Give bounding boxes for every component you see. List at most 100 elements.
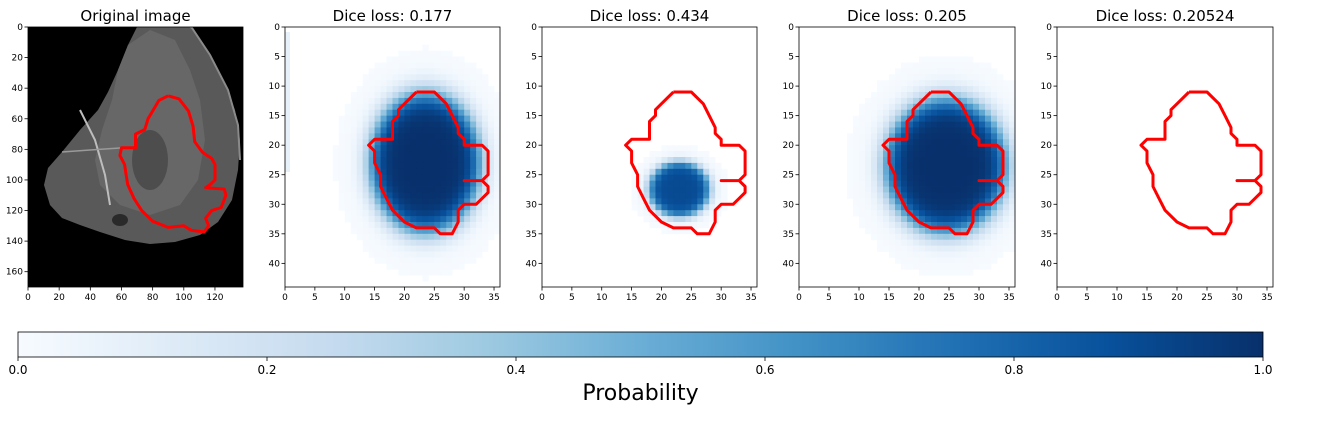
axes-frame	[541, 26, 758, 288]
heatmap-cell	[955, 109, 962, 117]
heatmap-cell	[1003, 103, 1010, 111]
heatmap-cell	[458, 86, 465, 93]
x-tick-label: 15	[1141, 293, 1152, 303]
heatmap-cell	[967, 239, 974, 247]
heatmap-cell	[913, 168, 920, 176]
heatmap-cell	[464, 216, 471, 223]
heatmap-cell	[392, 192, 399, 199]
heatmap-cell	[883, 97, 890, 105]
heatmap-cell	[386, 216, 393, 223]
heatmap-cell	[649, 174, 656, 182]
heatmap-cell	[440, 245, 447, 252]
colorbar-label: Probability	[582, 381, 698, 406]
heatmap-cell	[386, 168, 393, 176]
heatmap-cell	[679, 222, 686, 229]
heatmap-cell	[476, 103, 483, 111]
heatmap-cell	[985, 86, 992, 93]
heatmap-cell	[901, 139, 908, 146]
heatmap-cell	[356, 157, 364, 164]
heatmap-cell	[476, 97, 483, 105]
heatmap-cell	[889, 80, 896, 87]
heatmap-cell	[649, 162, 656, 170]
heatmap-cell	[368, 239, 375, 247]
heatmap-cell	[907, 92, 914, 99]
heatmap-cell	[392, 62, 399, 69]
heatmap-cell	[631, 174, 638, 182]
heatmap-cell	[356, 121, 364, 128]
heatmap-cell	[895, 233, 902, 241]
heatmap-cell	[901, 216, 908, 223]
heatmap-cell	[452, 216, 459, 223]
heatmap-cell	[470, 198, 477, 205]
heatmap-cell	[434, 210, 441, 217]
heatmap-cell	[967, 227, 974, 235]
heatmap-cell	[410, 127, 417, 134]
heatmap-cell	[362, 204, 370, 211]
heatmap-cell	[386, 139, 393, 146]
heatmap-cell	[476, 145, 483, 152]
heatmap-cell	[482, 74, 489, 81]
heatmap-cell	[410, 174, 417, 182]
heatmap-cell	[470, 86, 477, 93]
heatmap-cell	[386, 86, 393, 93]
heatmap-cell	[446, 222, 453, 229]
heatmap-cell	[967, 80, 974, 87]
heatmap-cell	[907, 86, 914, 93]
heatmap-cell	[721, 198, 728, 205]
heatmap-cell	[374, 92, 381, 99]
heatmap-cell	[1003, 210, 1010, 217]
heatmap-cell	[961, 80, 968, 87]
heatmap-cell	[925, 121, 932, 128]
heatmap-cell	[1009, 168, 1016, 176]
heatmap-cell	[476, 68, 483, 75]
heatmap-cell	[991, 74, 998, 81]
heatmap-cell	[889, 103, 896, 111]
heatmap-cell	[691, 174, 698, 182]
heatmap-cell	[685, 198, 692, 205]
heatmap-cell	[685, 174, 692, 182]
heatmap-cell	[362, 121, 370, 128]
heatmap-cell	[709, 216, 716, 223]
heatmap-cell	[410, 56, 417, 63]
heatmap-cell	[440, 145, 447, 152]
heatmap-cell	[422, 216, 429, 223]
heatmap-cell	[368, 204, 375, 211]
heatmap-cell	[404, 168, 411, 176]
heatmap-cell	[470, 109, 477, 117]
heatmap-cell	[907, 233, 914, 241]
heatmap-cell	[973, 192, 980, 199]
heatmap-cell	[955, 192, 962, 199]
heatmap-cell	[961, 62, 968, 69]
heatmap-cell	[973, 103, 980, 111]
heatmap-cell	[434, 245, 441, 252]
heatmap-cell	[356, 174, 364, 182]
heatmap-cell	[889, 133, 896, 140]
heatmap-cell	[913, 121, 920, 128]
heatmap-cell	[925, 115, 932, 122]
heatmap-cell	[362, 210, 370, 217]
heatmap-cell	[380, 222, 387, 229]
heatmap-cell	[985, 239, 992, 247]
heatmap-cell	[979, 245, 986, 252]
panel-title: Dice loss: 0.434	[590, 7, 710, 25]
heatmap-cell	[410, 239, 417, 247]
heatmap-cell	[973, 233, 980, 241]
heatmap-cell	[482, 216, 489, 223]
heatmap-cell	[847, 151, 854, 158]
heatmap-cell	[380, 121, 387, 128]
heatmap-cell	[691, 216, 698, 223]
heatmap-cell	[464, 139, 471, 146]
heatmap-cell	[356, 186, 364, 193]
heatmap-cell	[1009, 162, 1016, 170]
heatmap-cell	[865, 168, 872, 176]
heatmap-cell	[643, 162, 650, 170]
heatmap-cell	[931, 68, 938, 75]
heatmap-cell	[488, 192, 495, 199]
heatmap-cell	[919, 186, 926, 193]
heatmap-cell	[416, 121, 423, 128]
heatmap-cell	[979, 145, 986, 152]
heatmap-cell	[464, 251, 471, 258]
heatmap-cell	[374, 103, 381, 111]
heatmap-cell	[404, 263, 411, 270]
